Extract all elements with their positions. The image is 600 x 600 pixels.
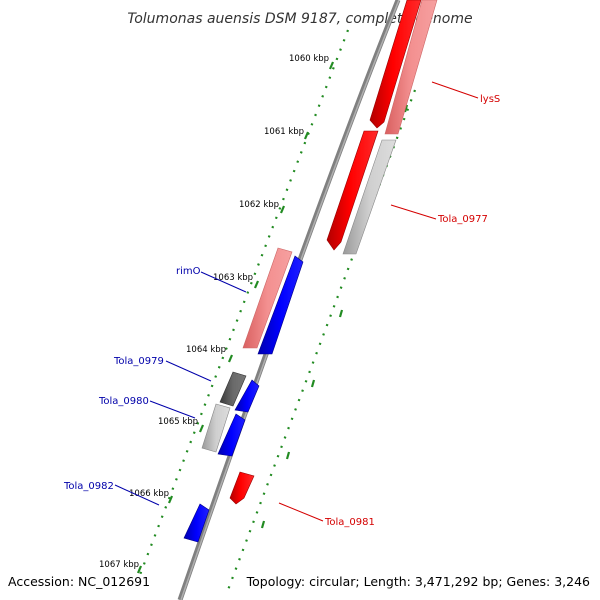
gene-label-tola-0980[interactable]: Tola_0980 [98,396,149,407]
kbp-label-1064: 1064 kbp [186,345,226,355]
kbp-ticks [136,61,335,574]
gene-tola-0979-dark[interactable] [219,371,247,407]
accession-text: Accession: NC_012691 [8,574,150,589]
kbp-label-1067: 1067 kbp [99,560,139,570]
gene-label-tola-0977[interactable]: Tola_0977 [437,214,488,225]
topology-text: Topology: circular; Length: 3,471,292 bp… [246,574,590,589]
gene-tola-0981[interactable] [229,471,255,505]
gene-label-connectors [114,81,479,522]
gene-lysS-upper[interactable] [369,0,422,129]
gene-label-rimo[interactable]: rimO [176,266,201,277]
gene-label-tola-0979[interactable]: Tola_0979 [113,356,164,367]
gene-label-lysS[interactable]: lysS [480,94,500,105]
gene-rimo[interactable] [242,247,293,349]
kbp-label-1063: 1063 kbp [213,273,253,283]
gene-tola-0979[interactable] [234,379,260,413]
kbp-label-1061: 1061 kbp [264,127,304,137]
gene-label-tola-0981[interactable]: Tola_0981 [324,517,375,528]
kbp-label-1062: 1062 kbp [239,200,279,210]
kbp-label-1065: 1065 kbp [158,417,198,427]
gene-tola-0980-gray[interactable] [201,403,231,453]
kbp-label-1060: 1060 kbp [289,54,329,64]
gene-tola-0977[interactable] [342,139,397,255]
gene-label-tola-0982[interactable]: Tola_0982 [63,481,114,492]
genome-backbone-highlight [180,0,400,600]
genome-backbone [177,0,401,600]
gene-tola-0982[interactable] [183,503,210,543]
gene-lysS[interactable] [384,0,438,135]
kbp-label-1066: 1066 kbp [129,489,169,499]
outer-dotted-track [136,29,350,581]
gene-rimo-reverse[interactable] [257,255,304,355]
gene-tola-0977-red[interactable] [326,130,379,251]
gene-tola-0980[interactable] [217,413,246,457]
